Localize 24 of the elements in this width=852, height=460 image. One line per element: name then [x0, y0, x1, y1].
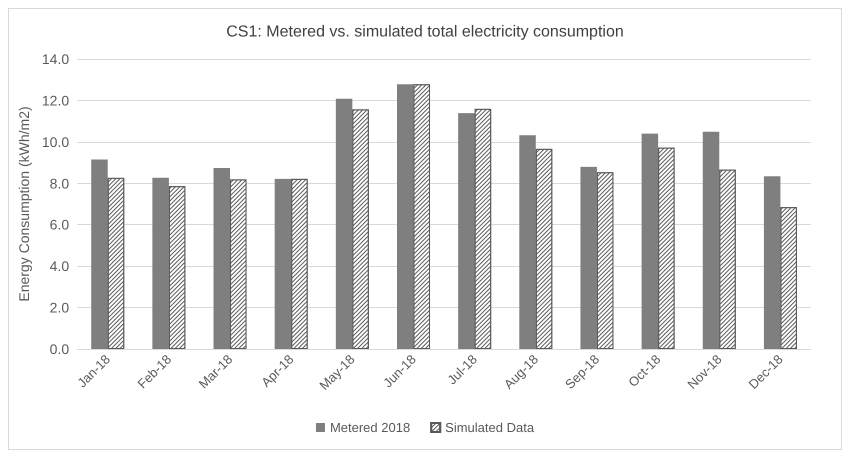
chart-title: CS1: Metered vs. simulated total electricity consumption — [226, 24, 624, 40]
bar — [152, 178, 169, 349]
bar — [458, 113, 475, 349]
bar — [336, 98, 352, 349]
y-axis-title: Energy Consumption (kWh/m2) — [16, 106, 32, 302]
bar — [214, 168, 230, 349]
y-tick-label: 10.0 — [42, 134, 70, 150]
bar — [91, 159, 108, 349]
bar — [642, 134, 658, 349]
bar — [396, 84, 414, 349]
y-tick-label: 4.0 — [50, 258, 70, 274]
bar — [519, 135, 536, 349]
bar — [764, 176, 780, 349]
bar — [580, 166, 597, 349]
y-tick-label: 12.0 — [42, 92, 70, 108]
bar — [274, 178, 292, 349]
bar — [702, 132, 720, 349]
legend-label: Simulated Data — [445, 420, 535, 435]
y-tick-label: 14.0 — [42, 51, 70, 67]
y-tick-label: 8.0 — [50, 175, 70, 192]
y-tick-label: 2.0 — [50, 300, 70, 316]
y-tick-label: 6.0 — [50, 216, 70, 233]
legend-label: Metered 2018 — [330, 420, 410, 435]
y-tick-label: 0.0 — [50, 341, 70, 357]
